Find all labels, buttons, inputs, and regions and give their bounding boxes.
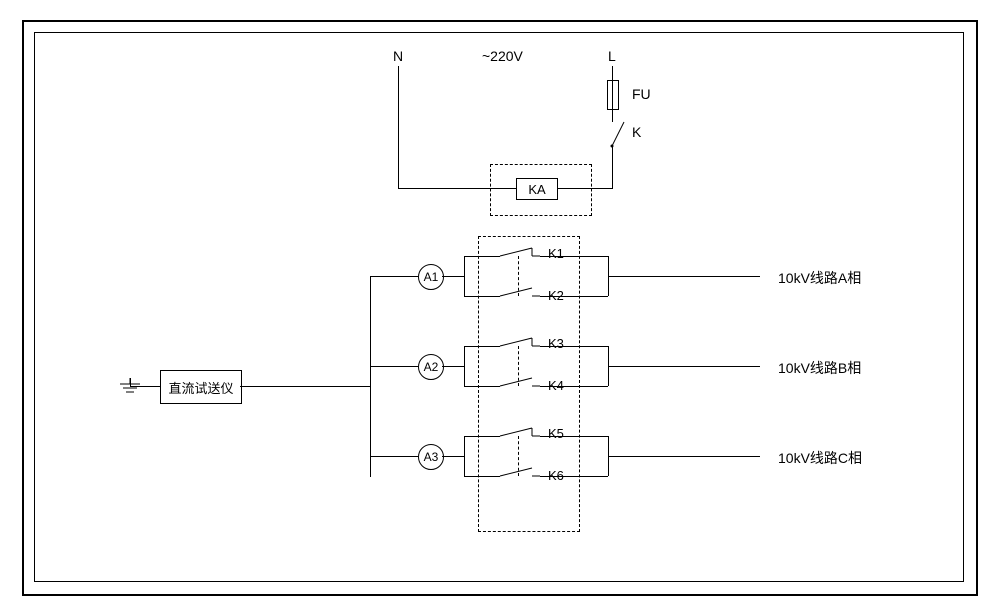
pC-top-in [464,436,500,437]
ammeter-a3: A3 [418,444,444,470]
pA-output [608,276,760,277]
pC-actuator-dash [518,436,519,476]
pC-top-out [540,436,608,437]
pA-bot-in [464,296,500,297]
pC-line-label: 10kV线路C相 [778,448,862,468]
pB-top-out [540,346,608,347]
pB-am-to-split [442,366,464,367]
pA-top-in [464,256,500,257]
pB-bot-out [540,386,608,387]
pB-top-in [464,346,500,347]
switch-k [600,118,630,148]
neutral-label: N [393,48,403,64]
pA-left-stub [370,276,418,277]
switch-k-label: K [632,124,641,140]
pB-actuator-dash [518,346,519,386]
pB-bot-in [464,386,500,387]
contact-k4 [500,376,540,390]
pC-am-to-split [442,456,464,457]
ammeter-a2: A2 [418,354,444,380]
contact-k6 [500,466,540,480]
ammeter-a1: A1 [418,264,444,290]
contact-k5-label: K5 [548,426,564,441]
contact-k3 [500,334,540,350]
pB-left-stub [370,366,418,367]
ammeter-a2-label: A2 [424,360,439,374]
pC-bot-in [464,476,500,477]
pA-split-vert [464,256,465,296]
pA-am-to-split [442,276,464,277]
pC-bot-out [540,476,608,477]
pA-actuator-dash [518,256,519,296]
line-label: L [608,48,616,64]
wire-ground-to-dc [130,386,160,387]
pC-output [608,456,760,457]
pA-line-label: 10kV线路A相 [778,268,861,288]
wire-dc-out [240,386,370,387]
contact-k1-label: K1 [548,246,564,261]
ammeter-a3-label: A3 [424,450,439,464]
contact-k1 [500,244,540,260]
pA-top-out [540,256,608,257]
wire-fuse-through [612,76,613,114]
fuse-label: FU [632,86,651,102]
contact-k3-label: K3 [548,336,564,351]
contact-k2 [500,286,540,300]
wire-n-down [398,66,399,188]
fuse [607,80,619,110]
dc-source-label: 直流试送仪 [168,378,233,397]
bus-left-vert [370,276,371,477]
pA-bot-out [540,296,608,297]
pB-output [608,366,760,367]
pC-left-stub [370,456,418,457]
contact-k5 [500,424,540,440]
pB-line-label: 10kV线路B相 [778,358,861,378]
wire-ground-up [130,378,131,386]
wire-l-down3 [612,146,613,188]
voltage-label: ~220V [482,48,523,64]
diagram-root: ~220V N L FU K KA 直流试送仪 [0,0,1000,616]
relay-dashed-top [490,164,592,216]
pB-split-vert [464,346,465,386]
ammeter-a1-label: A1 [424,270,439,284]
dc-source-box: 直流试送仪 [160,370,242,404]
pC-split-vert [464,436,465,476]
